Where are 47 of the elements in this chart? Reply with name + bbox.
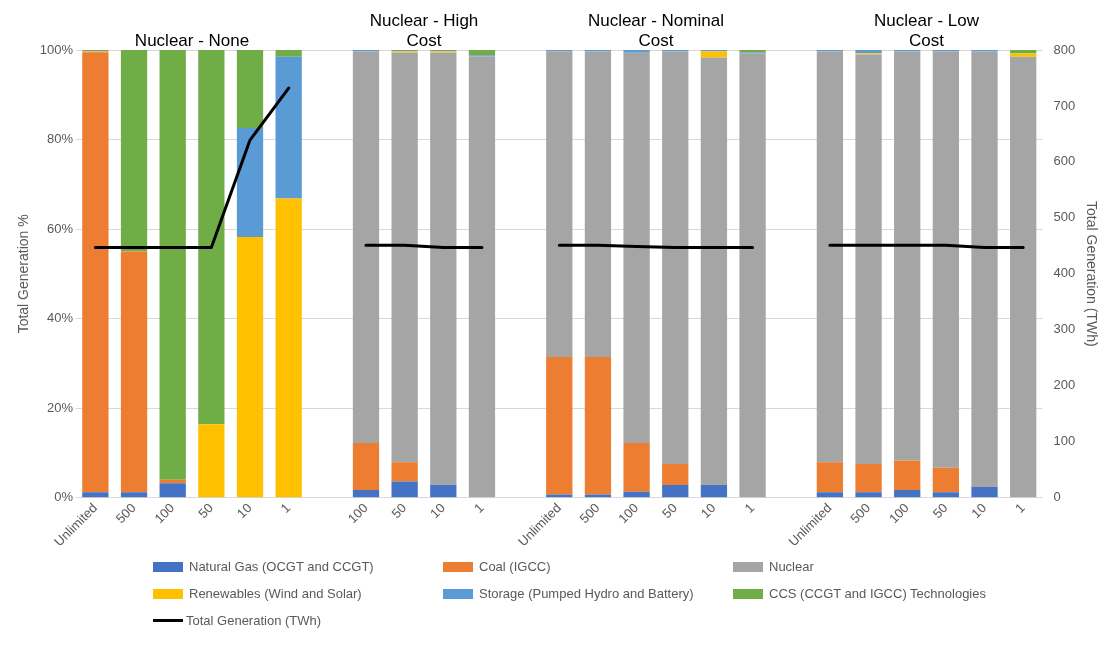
x-tick-label: 50 (659, 500, 680, 522)
x-tick-label: 50 (388, 500, 410, 522)
x-tick-label: 100 (615, 500, 642, 527)
y2-tick-label: 700 (1053, 97, 1076, 113)
x-tick-label: 100 (344, 500, 371, 527)
y-tick-label: 0% (54, 489, 74, 505)
y-tick-label: 60% (47, 220, 74, 236)
legend-label: CCS (CCGT and IGCC) Technologies (769, 586, 986, 601)
y2-tick-label: 800 (1053, 41, 1076, 57)
x-tick-label: 10 (697, 500, 719, 522)
x-tick-label: 500 (112, 500, 139, 527)
y2-tick-label: 200 (1053, 377, 1076, 393)
y2-tick-label: 100 (1053, 433, 1076, 449)
legend-label: Coal (IGCC) (479, 559, 551, 574)
legend-label: Natural Gas (OCGT and CCGT) (189, 559, 374, 574)
legend-label: Renewables (Wind and Solar) (189, 586, 362, 601)
y-axis-title: Total Generation % (15, 214, 32, 334)
legend-label: Total Generation (TWh) (186, 613, 322, 628)
text: Nuclear - Low Cost (874, 11, 980, 50)
y-tick-label: 20% (47, 399, 74, 415)
x-tick-label: 500 (847, 500, 874, 527)
y-tick-label: 100% (39, 41, 74, 57)
y-tick-label: 80% (47, 131, 74, 147)
x-tick-label: 10 (968, 500, 990, 522)
x-tick-label: 10 (427, 500, 448, 522)
text: Nuclear - None (134, 31, 250, 50)
x-tick-label: 1 (470, 500, 487, 516)
x-tick-label: 100 (885, 500, 912, 527)
x-tick-label: 1 (741, 500, 758, 516)
x-tick-label: 1 (277, 500, 294, 516)
legend-label: Storage (Pumped Hydro and Battery) (479, 586, 694, 601)
x-tick-label: 1 (1012, 500, 1028, 516)
x-tick-label: 10 (233, 500, 255, 522)
x-tick-label: 50 (929, 500, 951, 522)
y2-tick-label: 300 (1053, 321, 1076, 337)
text: Nuclear - High Cost (369, 11, 479, 50)
legend-label: Nuclear (769, 559, 814, 574)
y2-tick-label: 500 (1053, 209, 1076, 225)
x-tick-label: 100 (151, 500, 178, 527)
y2-tick-label: 600 (1053, 153, 1076, 169)
text: Nuclear - Nominal Cost (587, 11, 724, 50)
y2-tick-label: 0 (1053, 489, 1061, 505)
x-tick-label: 500 (576, 500, 603, 527)
y-tick-label: 40% (47, 310, 74, 326)
x-tick-label: 50 (195, 500, 217, 522)
y2-tick-label: 400 (1053, 265, 1076, 281)
y2-axis-title: Total Generation (TWh) (1083, 201, 1100, 347)
